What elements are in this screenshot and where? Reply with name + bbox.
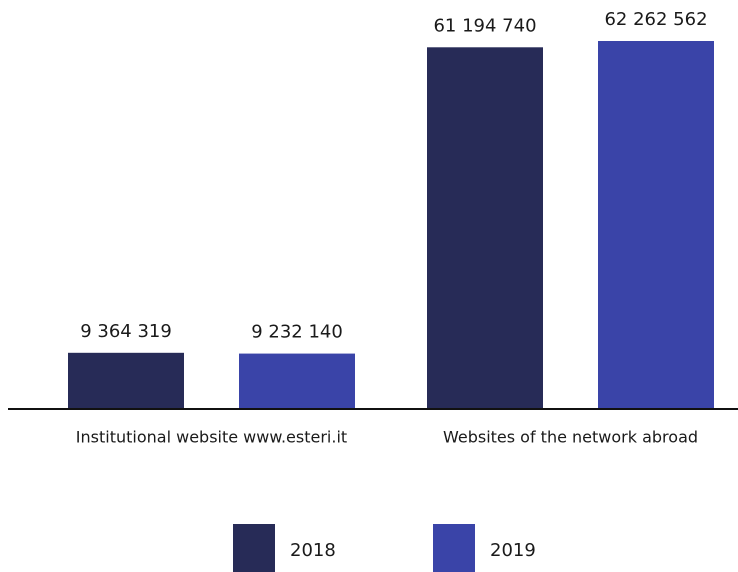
bar bbox=[68, 352, 184, 408]
legend-swatch bbox=[233, 524, 275, 572]
category-label: Websites of the network abroad bbox=[443, 428, 698, 447]
value-label: 62 262 562 bbox=[604, 9, 707, 30]
legend-label: 2019 bbox=[490, 540, 536, 561]
value-label: 9 232 140 bbox=[251, 322, 343, 343]
category-label: Institutional website www.esteri.it bbox=[76, 428, 347, 447]
legend-label: 2018 bbox=[290, 540, 336, 561]
bar bbox=[427, 47, 543, 409]
value-label: 61 194 740 bbox=[433, 15, 536, 36]
value-label: 9 364 319 bbox=[80, 321, 172, 342]
bar bbox=[239, 353, 355, 408]
bar bbox=[598, 41, 714, 408]
legend-swatch bbox=[433, 524, 475, 572]
